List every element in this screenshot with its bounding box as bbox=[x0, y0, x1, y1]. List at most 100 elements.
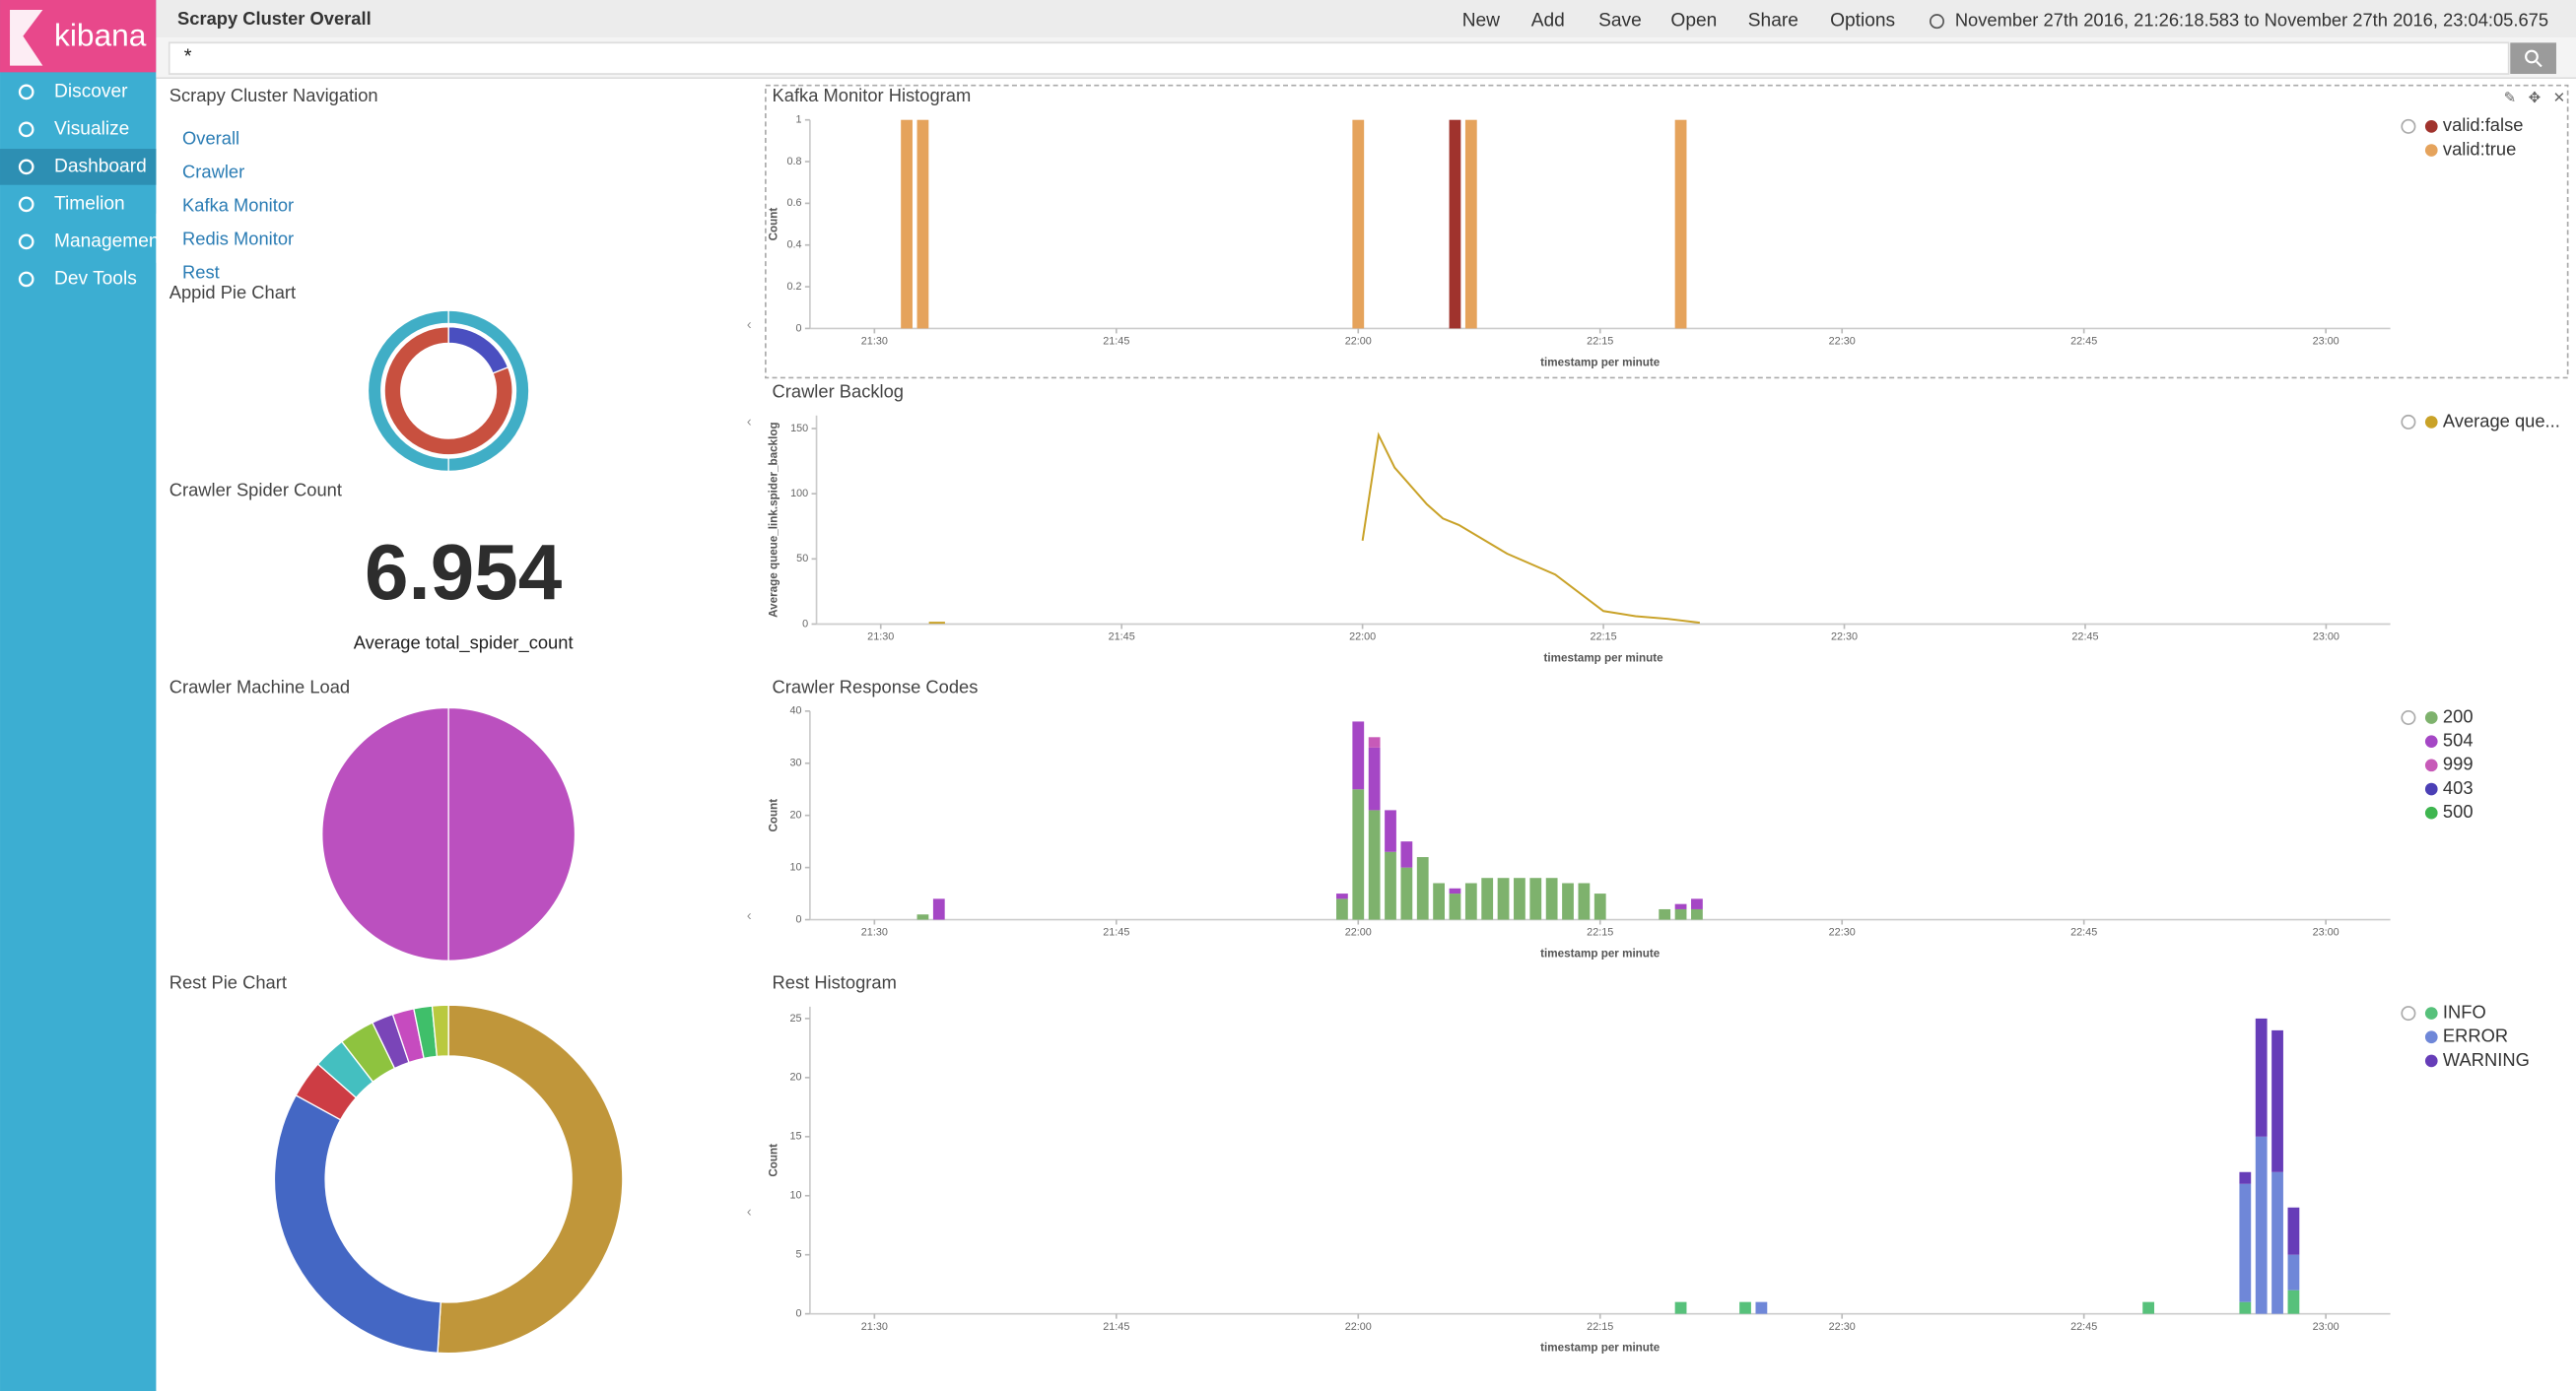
nav-link[interactable]: Crawler bbox=[182, 162, 244, 182]
legend-label[interactable]: 504 bbox=[2443, 730, 2474, 751]
nav-link[interactable]: Redis Monitor bbox=[182, 229, 294, 249]
legend-label[interactable]: valid:false bbox=[2443, 114, 2524, 135]
nav-item[interactable]: Management bbox=[54, 231, 165, 251]
time-range[interactable]: November 27th 2016, 21:26:18.583 to Nove… bbox=[1955, 10, 2548, 31]
y-tick-label: 15 bbox=[790, 1131, 802, 1143]
clock-icon bbox=[1929, 14, 1944, 30]
panel-title: Appid Pie Chart bbox=[169, 282, 296, 302]
bar bbox=[1674, 903, 1687, 909]
legend-label[interactable]: valid:true bbox=[2443, 138, 2516, 159]
query[interactable]: * bbox=[184, 46, 192, 68]
metric-label: Average total_spider_count bbox=[354, 631, 574, 653]
legend-label[interactable]: Average que... bbox=[2443, 410, 2560, 431]
move-icon[interactable]: ✥ bbox=[2529, 90, 2542, 106]
legend-toggle[interactable] bbox=[2401, 1006, 2416, 1022]
x-tick-label: 22:45 bbox=[2071, 631, 2098, 643]
bar bbox=[1464, 883, 1477, 920]
nav-icon bbox=[18, 196, 34, 213]
bar bbox=[1352, 721, 1365, 790]
y-tick-label: 0 bbox=[796, 1308, 802, 1320]
nav-item[interactable]: Discover bbox=[54, 81, 128, 101]
legend-label[interactable]: 200 bbox=[2443, 705, 2474, 726]
bar bbox=[2287, 1254, 2300, 1291]
bar bbox=[1449, 888, 1461, 894]
menu-item[interactable]: Options bbox=[1830, 11, 1895, 32]
search-input[interactable] bbox=[168, 41, 2510, 75]
legend-toggle[interactable] bbox=[2401, 118, 2416, 134]
legend-swatch bbox=[2424, 416, 2438, 429]
legend-label[interactable]: INFO bbox=[2443, 1001, 2486, 1022]
nav-item[interactable]: Visualize bbox=[54, 118, 129, 139]
legend-swatch bbox=[2424, 782, 2438, 796]
x-tick-label: 21:45 bbox=[1109, 631, 1135, 643]
bar bbox=[1562, 883, 1574, 920]
menu-item[interactable]: New bbox=[1462, 11, 1500, 32]
x-tick-label: 22:30 bbox=[1829, 336, 1856, 348]
bar bbox=[1755, 1301, 1768, 1314]
bar bbox=[1385, 851, 1396, 920]
x-tick-label: 22:30 bbox=[1829, 1321, 1856, 1333]
x-tick-label: 22:30 bbox=[1831, 631, 1858, 643]
nav-icon bbox=[18, 159, 34, 175]
panel-title: Crawler Spider Count bbox=[169, 479, 342, 499]
nav-link[interactable]: Kafka Monitor bbox=[182, 195, 294, 216]
x-tick-label: 22:15 bbox=[1587, 336, 1613, 348]
sidebar-clip bbox=[156, 213, 169, 263]
y-tick-label: 0 bbox=[802, 618, 808, 629]
legend-swatch bbox=[2424, 806, 2438, 820]
bar bbox=[1449, 119, 1461, 329]
panel-title: Crawler Machine Load bbox=[169, 676, 350, 696]
x-axis-label: timestamp per minute bbox=[1544, 652, 1664, 665]
legend-label[interactable]: 999 bbox=[2443, 754, 2474, 774]
edit-icon[interactable]: ✎ bbox=[2504, 90, 2517, 106]
y-tick-label: 1 bbox=[796, 114, 802, 126]
collapse-icon[interactable]: ‹ bbox=[747, 1203, 752, 1220]
pie-slice bbox=[383, 326, 513, 456]
legend-label[interactable]: ERROR bbox=[2443, 1026, 2508, 1046]
nav-item[interactable]: Dev Tools bbox=[54, 268, 137, 289]
nav-icon bbox=[18, 271, 34, 288]
menu-item[interactable]: Share bbox=[1748, 11, 1798, 32]
nav-link[interactable]: Overall bbox=[182, 128, 239, 149]
bar bbox=[2255, 1136, 2268, 1314]
bar bbox=[1497, 878, 1510, 920]
x-tick-label: 23:00 bbox=[2313, 927, 2339, 939]
bar bbox=[1481, 878, 1494, 920]
pie-slice bbox=[273, 1093, 441, 1355]
search-icon bbox=[2525, 49, 2539, 64]
collapse-icon[interactable]: ‹ bbox=[747, 907, 752, 924]
close-icon[interactable]: ✕ bbox=[2553, 90, 2566, 106]
bar bbox=[1593, 894, 1606, 920]
menu-item[interactable]: Open bbox=[1670, 11, 1717, 32]
legend-label[interactable]: 403 bbox=[2443, 777, 2474, 798]
panel-title: Crawler Backlog bbox=[773, 380, 904, 401]
nav-item[interactable]: Timelion bbox=[54, 193, 125, 214]
y-tick-label: 100 bbox=[790, 488, 808, 499]
nav-link[interactable]: Rest bbox=[182, 262, 220, 283]
bar bbox=[1368, 810, 1381, 920]
bar bbox=[1336, 894, 1348, 899]
bar bbox=[1514, 878, 1525, 920]
y-axis-label: Count bbox=[767, 799, 780, 832]
y-tick-label: 30 bbox=[790, 758, 802, 769]
collapse-icon[interactable]: ‹ bbox=[747, 413, 752, 430]
brand[interactable]: kibana bbox=[54, 18, 147, 53]
menu-item[interactable]: Save bbox=[1598, 11, 1642, 32]
legend-swatch bbox=[2424, 1054, 2438, 1068]
search-button[interactable] bbox=[2510, 42, 2556, 75]
x-tick-label: 21:30 bbox=[861, 1321, 888, 1333]
legend-label[interactable]: WARNING bbox=[2443, 1049, 2530, 1070]
search-icon bbox=[2536, 60, 2542, 68]
panel-title: Scrapy Cluster Navigation bbox=[169, 85, 378, 105]
y-tick-label: 150 bbox=[790, 423, 808, 434]
nav-item[interactable]: Dashboard bbox=[54, 156, 147, 176]
legend-toggle[interactable] bbox=[2401, 710, 2416, 726]
legend-toggle[interactable] bbox=[2401, 414, 2416, 430]
y-tick-label: 0 bbox=[796, 913, 802, 925]
x-tick-label: 22:45 bbox=[2070, 1321, 2097, 1333]
legend-label[interactable]: 500 bbox=[2443, 801, 2474, 822]
bar bbox=[2271, 1171, 2283, 1314]
collapse-icon[interactable]: ‹ bbox=[747, 316, 752, 333]
menu-item[interactable]: Add bbox=[1531, 11, 1565, 32]
